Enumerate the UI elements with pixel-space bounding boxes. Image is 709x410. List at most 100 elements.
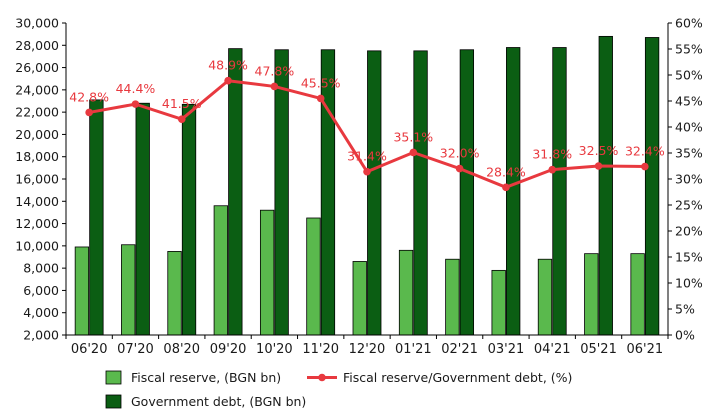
ratio-point bbox=[224, 76, 232, 85]
government-debt-bar bbox=[181, 103, 197, 336]
x-tick-label: 06'20 bbox=[71, 342, 108, 357]
y-tick-label: 20,000 bbox=[15, 127, 59, 142]
x-tick-label: 03'21 bbox=[488, 342, 525, 357]
y2-tick-label: 15% bbox=[675, 250, 703, 265]
government-debt-bar bbox=[506, 47, 521, 336]
y2-tick-label: 35% bbox=[675, 146, 703, 161]
fiscal-reserve-bar bbox=[352, 261, 367, 336]
ratio-point bbox=[502, 183, 510, 192]
fiscal-reserve-bar bbox=[398, 249, 414, 336]
government-debt-bar bbox=[320, 49, 336, 336]
y-tick-label: 10,000 bbox=[15, 238, 59, 253]
y-tick-label: 22,000 bbox=[15, 105, 59, 120]
x-tick-label: 06'21 bbox=[627, 342, 664, 357]
ratio-point bbox=[85, 108, 93, 117]
fiscal-reserve-bar bbox=[74, 246, 90, 336]
government-debt-bar bbox=[413, 50, 428, 336]
y-tick-label: 4,000 bbox=[23, 305, 59, 320]
y2-tick-label: 30% bbox=[675, 172, 703, 187]
ratio-point bbox=[316, 94, 325, 103]
y-tick-label: 2,000 bbox=[23, 328, 59, 343]
ratio-point bbox=[548, 165, 557, 174]
y2-tick-label: 20% bbox=[675, 224, 703, 239]
ratio-point bbox=[455, 164, 464, 173]
y2-tick-label: 50% bbox=[675, 68, 703, 83]
fiscal-reserve-bar bbox=[213, 205, 228, 336]
x-tick-label: 09'20 bbox=[210, 342, 247, 357]
y-tick-label: 6,000 bbox=[23, 283, 59, 298]
x-tick-label: 02'21 bbox=[441, 342, 478, 357]
legend-swatch-fiscal-reserve bbox=[105, 370, 122, 385]
ratio-data-label: 31.4% bbox=[347, 149, 387, 164]
government-debt-bar bbox=[135, 102, 150, 336]
government-debt-bar bbox=[89, 99, 104, 336]
fiscal-reserve-bar bbox=[121, 244, 136, 336]
y2-tick-label: 40% bbox=[675, 120, 703, 135]
legend-swatch-ratio-marker bbox=[318, 373, 326, 382]
y-tick-label: 28,000 bbox=[15, 38, 59, 53]
y-tick-label: 24,000 bbox=[15, 82, 59, 97]
y-tick-label: 18,000 bbox=[15, 149, 59, 164]
legend-label-government-debt: Government debt, (BGN bn) bbox=[131, 394, 306, 409]
ratio-point bbox=[363, 167, 371, 176]
y-tick-label: 14,000 bbox=[15, 194, 59, 209]
government-debt-bar bbox=[552, 47, 567, 336]
fiscal-reserve-bar bbox=[167, 251, 182, 336]
government-debt-bar bbox=[644, 37, 660, 336]
ratio-data-label: 41.5% bbox=[162, 96, 202, 111]
government-debt-bar bbox=[367, 50, 382, 336]
y2-tick-label: 60% bbox=[675, 16, 703, 31]
x-tick-label: 11'20 bbox=[302, 342, 339, 357]
fiscal-reserve-bar bbox=[445, 258, 460, 336]
y-tick-label: 8,000 bbox=[23, 261, 59, 276]
fiscal-reserve-bar bbox=[491, 269, 506, 336]
government-debt-bar bbox=[459, 49, 475, 336]
ratio-data-label: 32.4% bbox=[625, 144, 665, 159]
ratio-data-label: 48.9% bbox=[208, 58, 248, 73]
y-tick-label: 26,000 bbox=[15, 60, 59, 75]
ratio-point bbox=[594, 162, 603, 170]
ratio-point bbox=[641, 162, 649, 171]
y2-tick-label: 0% bbox=[675, 328, 695, 343]
fiscal-reserve-bar bbox=[259, 209, 275, 336]
ratio-data-label: 47.8% bbox=[255, 63, 295, 78]
y-tick-label: 16,000 bbox=[15, 172, 59, 187]
fiscal-reserve-bar bbox=[630, 253, 645, 336]
ratio-data-label: 45.5% bbox=[301, 75, 341, 90]
ratio-point bbox=[177, 115, 186, 123]
y2-tick-label: 10% bbox=[675, 276, 703, 291]
ratio-data-label: 35.1% bbox=[393, 129, 433, 144]
x-tick-label: 05'21 bbox=[580, 342, 617, 357]
ratio-data-label: 44.4% bbox=[116, 81, 156, 96]
x-tick-label: 01'21 bbox=[395, 342, 432, 357]
legend-label-fiscal-reserve: Fiscal reserve, (BGN bn) bbox=[131, 370, 281, 385]
government-debt-bar bbox=[598, 35, 613, 336]
y2-tick-label: 45% bbox=[675, 94, 703, 109]
x-tick-label: 08'20 bbox=[163, 342, 200, 357]
government-debt-bar bbox=[274, 49, 289, 336]
ratio-data-label: 32.5% bbox=[579, 143, 619, 158]
y2-tick-label: 55% bbox=[675, 42, 703, 57]
ratio-data-label: 28.4% bbox=[486, 164, 526, 179]
x-tick-label: 12'20 bbox=[349, 342, 386, 357]
fiscal-reserve-bar bbox=[306, 217, 321, 336]
x-tick-label: 07'20 bbox=[117, 342, 154, 357]
x-tick-label: 04'21 bbox=[534, 342, 571, 357]
x-tick-label: 10'20 bbox=[256, 342, 293, 357]
y2-tick-label: 5% bbox=[675, 302, 695, 317]
y-tick-label: 12,000 bbox=[15, 216, 59, 231]
government-debt-bar bbox=[228, 48, 243, 336]
ratio-data-label: 42.8% bbox=[69, 89, 109, 104]
ratio-point bbox=[409, 148, 418, 157]
ratio-data-label: 32.0% bbox=[440, 146, 480, 161]
y2-tick-label: 25% bbox=[675, 198, 703, 213]
legend-swatch-government-debt bbox=[105, 394, 122, 409]
legend-label-ratio: Fiscal reserve/Government debt, (%) bbox=[343, 370, 572, 385]
fiscal-reserve-bar bbox=[537, 258, 553, 336]
ratio-point bbox=[270, 82, 279, 91]
ratio-point bbox=[131, 100, 140, 108]
ratio-data-label: 31.8% bbox=[532, 147, 572, 162]
fiscal-reserve-bar bbox=[584, 253, 599, 336]
